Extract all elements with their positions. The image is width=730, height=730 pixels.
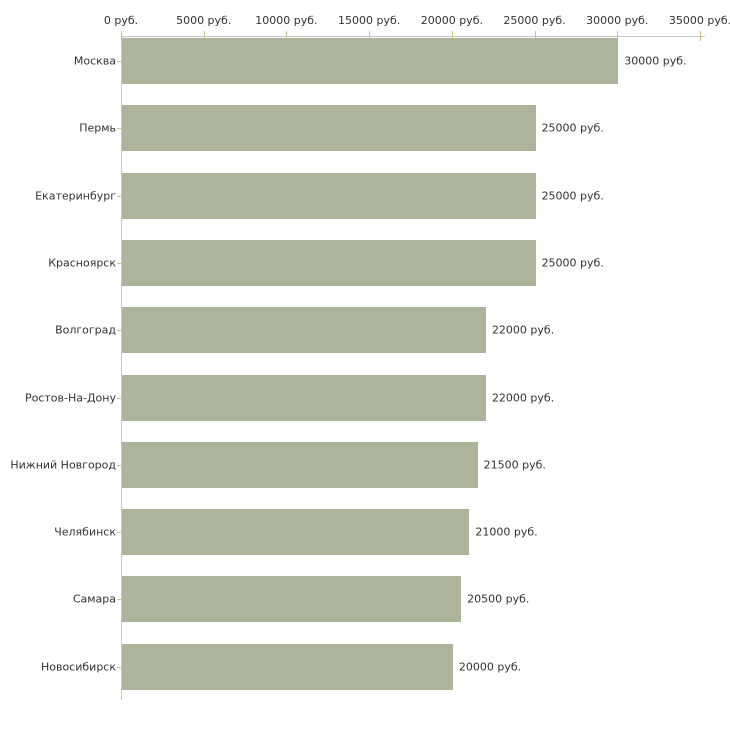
x-tick-label: 15000 руб. [338,14,401,27]
bar-value-label: 22000 руб. [491,391,555,404]
bar-value-label: 22000 руб. [491,323,555,337]
bar-1 [122,38,619,84]
category-label: Пермь [79,121,116,135]
x-tick-label: 5000 руб. [176,14,232,27]
bar-5 [122,307,486,354]
bar-9 [122,576,462,623]
x-tick-mark [369,31,371,41]
x-tick-mark [121,31,122,41]
category-tick-mark [117,666,121,668]
x-tick-mark [451,31,453,41]
bar-8 [122,509,470,556]
category-tick-mark [117,532,121,534]
bar-value-label: 20500 руб. [467,592,530,606]
x-tick-label: 0 руб. [103,14,139,27]
x-tick-label: 30000 руб. [586,14,649,27]
category-label: Челябинск [54,525,116,539]
y-axis-line [121,36,122,700]
x-tick-mark [534,31,536,41]
x-axis-line [121,36,705,37]
category-tick-mark [117,195,121,197]
category-label: Новосибирск [40,660,116,674]
bar-value-label: 25000 руб. [541,256,604,270]
category-tick-mark [117,262,121,264]
category-tick-mark [117,61,121,62]
category-tick-mark [117,397,121,399]
bar-2 [122,105,536,152]
category-label: Москва [73,54,116,68]
category-label: Волгоград [55,323,116,337]
bar-3 [122,172,536,219]
x-tick-mark [203,31,205,41]
bar-value-label: 21500 руб. [483,458,546,472]
category-tick-mark [117,128,121,130]
bar-7 [122,441,478,488]
category-tick-mark [117,599,121,601]
category-label: Нижний Новгород [10,458,116,472]
x-tick-mark [700,31,701,41]
category-tick-mark [117,330,121,332]
x-tick-label: 25000 руб. [503,14,566,27]
x-tick-mark [617,31,619,41]
bar-10 [122,643,453,690]
bar-4 [122,239,536,286]
category-label: Красноярск [48,256,116,270]
bar-value-label: 25000 руб. [541,121,604,135]
category-tick-mark [117,464,121,466]
x-tick-label: 20000 руб. [420,14,483,27]
bar-6 [122,374,486,421]
category-label: Самара [72,592,116,606]
x-tick-mark [286,31,288,41]
bar-value-label: 30000 руб. [624,54,687,68]
bar-value-label: 20000 руб. [458,660,522,674]
category-label: Екатеринбург [35,189,116,203]
x-tick-label: 10000 руб. [255,14,318,27]
x-tick-label: 35000 руб. [668,14,730,27]
bar-value-label: 21000 руб. [475,525,538,539]
bar-value-label: 25000 руб. [541,189,604,203]
category-label: Ростов-На-Дону [24,391,116,404]
